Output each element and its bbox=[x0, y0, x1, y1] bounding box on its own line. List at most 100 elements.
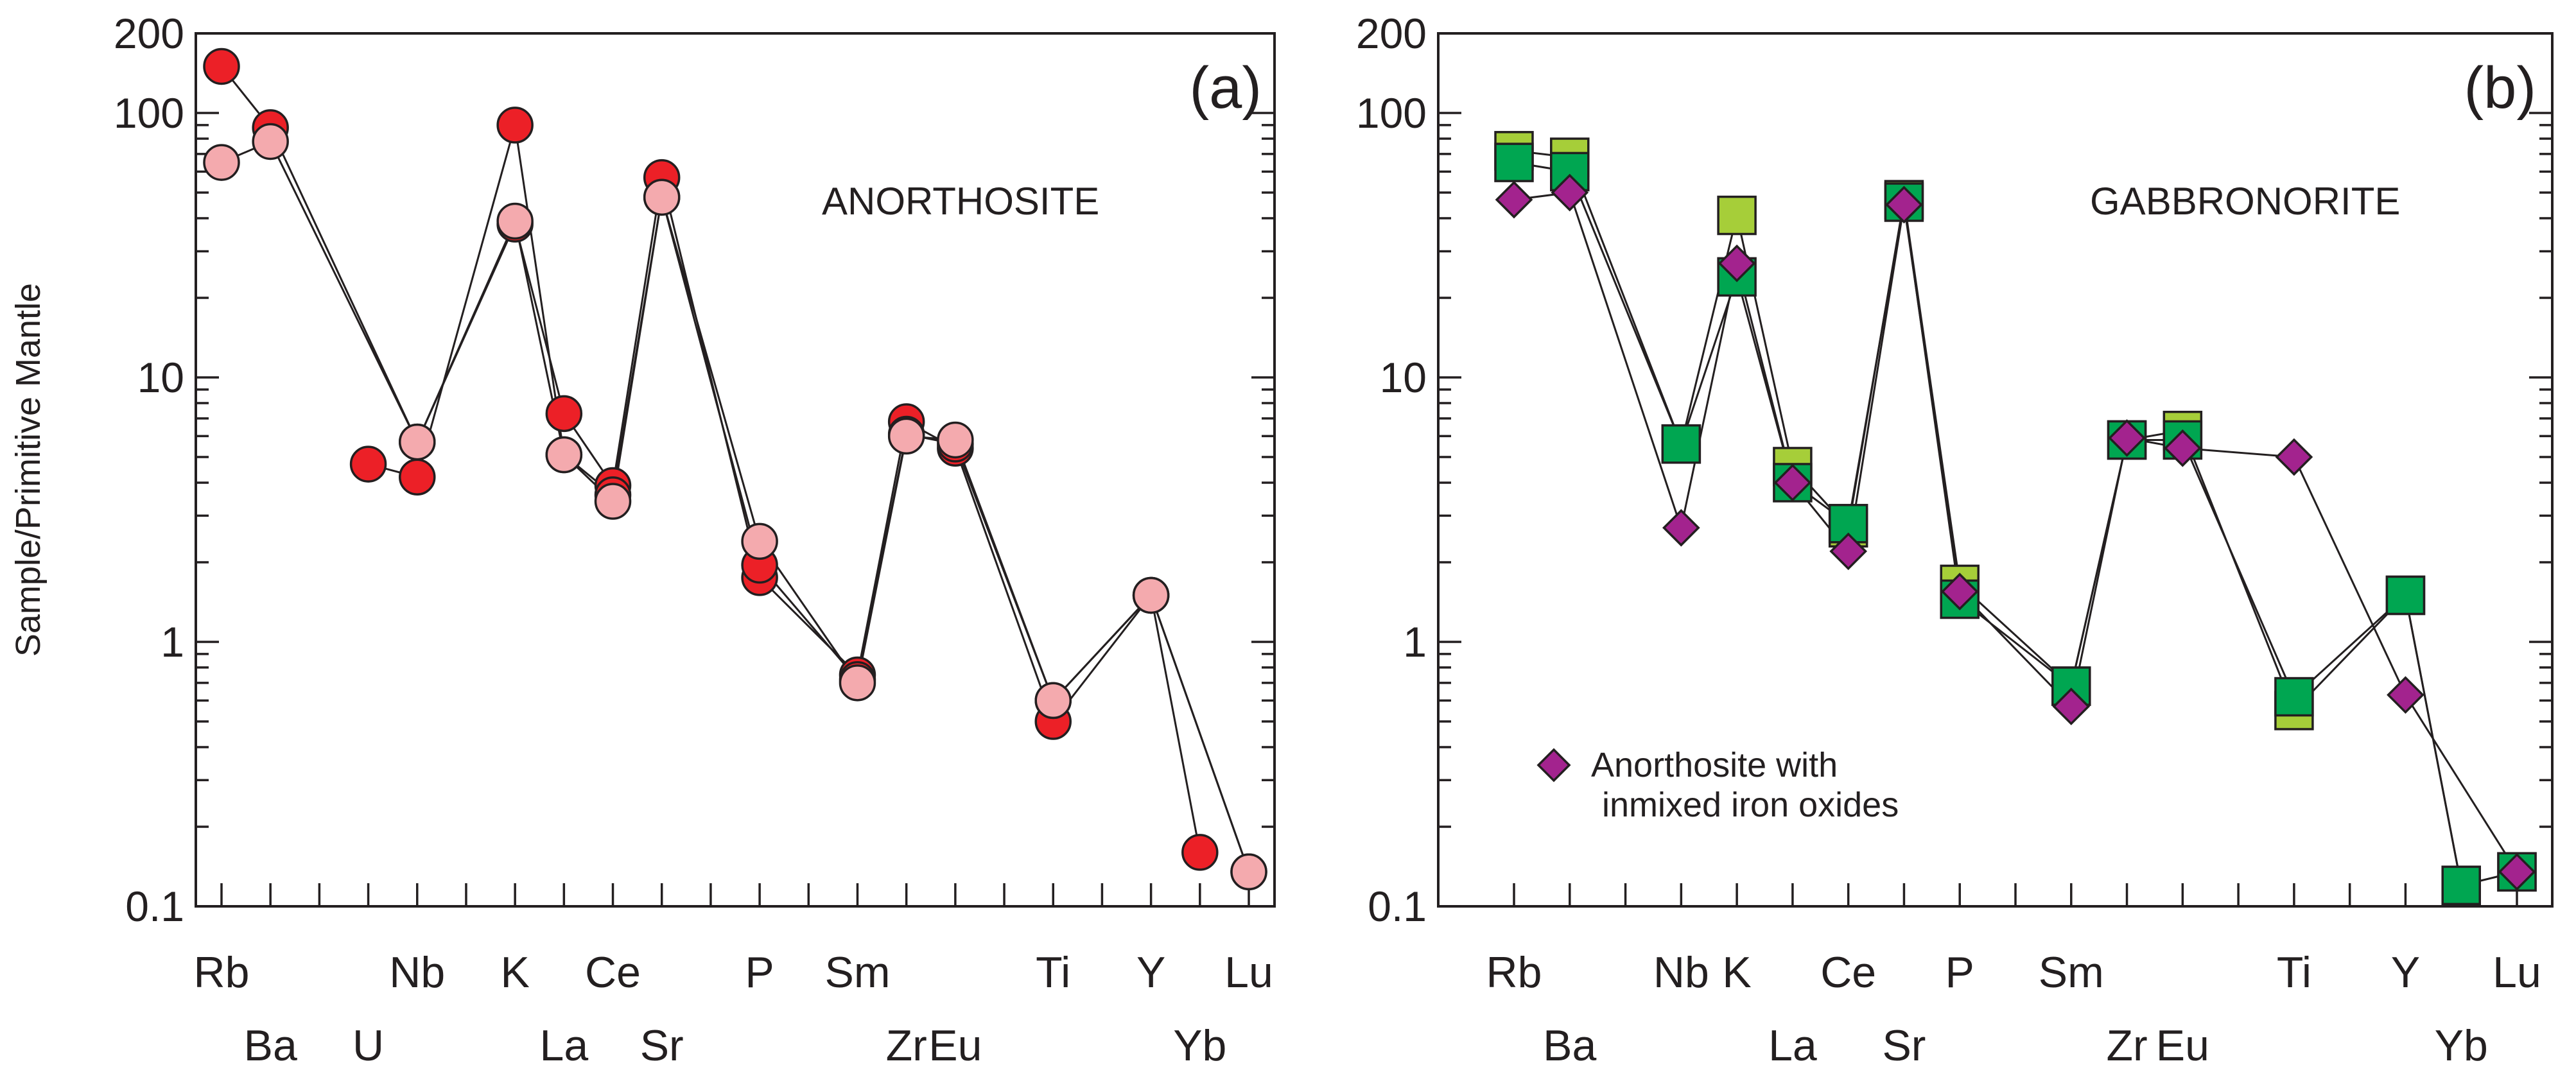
x-category-label-k: K bbox=[1722, 948, 1751, 997]
data-point-anorthosite-with-iron-oxides-lu bbox=[2498, 852, 2536, 891]
x-category-label-nb: Nb bbox=[389, 948, 445, 997]
data-point-anorthosite-2-k bbox=[496, 107, 534, 144]
data-point-anorthosite-3-y bbox=[1132, 576, 1170, 614]
x-category-label-sm: Sm bbox=[2039, 948, 2104, 997]
data-point-gabbronorite-1-k bbox=[1717, 195, 1757, 236]
panel-a-data-points bbox=[203, 47, 1267, 891]
x-category-label-ba: Ba bbox=[244, 1021, 297, 1070]
x-category-label-y: Y bbox=[2391, 948, 2420, 997]
data-point-anorthosite-3-k bbox=[496, 202, 534, 240]
y-tick-label: 100 bbox=[1356, 89, 1427, 137]
y-tick-label: 200 bbox=[1356, 10, 1427, 57]
data-point-anorthosite-1-la bbox=[545, 395, 583, 433]
series-line-anorthosite-with-iron-oxides bbox=[1513, 191, 2518, 873]
x-category-label-p: P bbox=[1945, 948, 1974, 997]
legend-label-line1: Anorthosite with bbox=[1591, 746, 1838, 784]
data-point-anorthosite-3-ce bbox=[594, 483, 632, 520]
x-category-label-yb: Yb bbox=[2435, 1021, 2488, 1070]
legend: Anorthosite with inmixed iron oxides bbox=[1536, 746, 1899, 824]
data-point-gabbronorite-2-rb bbox=[1494, 142, 1534, 182]
x-category-label-sr: Sr bbox=[1882, 1021, 1926, 1070]
data-point-anorthosite-3-ba bbox=[252, 123, 289, 160]
y-tick-label: 10 bbox=[137, 354, 184, 401]
x-category-label-ti: Ti bbox=[2277, 948, 2311, 997]
legend-diamond-marker bbox=[1536, 748, 1571, 782]
x-category-label-eu: Eu bbox=[2156, 1021, 2209, 1070]
data-point-anorthosite-3-lu bbox=[1230, 853, 1267, 891]
data-point-anorthosite-2-nb bbox=[399, 458, 436, 496]
x-category-label-zr: Zr bbox=[886, 1021, 927, 1070]
data-point-anorthosite-1-yb bbox=[1181, 834, 1219, 871]
y-axis-label: Sample/Primitive Mantle bbox=[9, 283, 48, 657]
data-point-anorthosite-1-rb bbox=[203, 47, 240, 85]
x-category-label-ti: Ti bbox=[1036, 948, 1070, 997]
panel-a-frame bbox=[195, 32, 1276, 908]
x-category-label-k: K bbox=[500, 948, 529, 997]
data-point-anorthosite-with-iron-oxides-zr bbox=[2108, 419, 2146, 457]
data-point-anorthosite-with-iron-oxides-sm bbox=[2052, 687, 2091, 725]
panel-a-x-ticks: Rb Ba UNb KLa Ce Sr P Sm Zr Eu Ti YYb Lu bbox=[194, 883, 1273, 1070]
data-point-anorthosite-3-sm bbox=[839, 664, 876, 702]
data-point-gabbronorite-2-ti bbox=[2274, 677, 2314, 717]
data-point-anorthosite-2-u bbox=[349, 445, 387, 483]
data-point-anorthosite-with-iron-oxides-eu bbox=[2163, 429, 2202, 467]
x-category-label-lu: Lu bbox=[2493, 948, 2541, 997]
x-category-label-sr: Sr bbox=[640, 1021, 684, 1070]
data-point-anorthosite-3-nb bbox=[399, 423, 436, 461]
y-tick-label: 0.1 bbox=[125, 883, 184, 930]
y-tick-label: 200 bbox=[114, 10, 184, 57]
x-category-label-la: La bbox=[1768, 1021, 1817, 1070]
y-tick-label: 0.1 bbox=[1368, 883, 1427, 930]
data-point-anorthosite-with-iron-oxides-ce bbox=[1829, 532, 1868, 571]
x-category-label-rb: Rb bbox=[1486, 948, 1542, 997]
panel-b-title: GABBRONORITE bbox=[2090, 180, 2400, 223]
data-point-anorthosite-with-iron-oxides-y bbox=[2387, 676, 2424, 714]
series-line-anorthosite-2 bbox=[368, 125, 1250, 872]
data-point-anorthosite-3-zr bbox=[887, 417, 925, 455]
x-category-label-nb: Nb bbox=[1653, 948, 1709, 997]
x-category-label-lu: Lu bbox=[1224, 948, 1273, 997]
data-point-anorthosite-with-iron-oxides-ba bbox=[1551, 173, 1589, 212]
x-category-label-ce: Ce bbox=[1820, 948, 1876, 997]
data-point-anorthosite-with-iron-oxides-rb bbox=[1495, 180, 1533, 219]
y-tick-label: 100 bbox=[114, 89, 184, 137]
x-category-label-u: U bbox=[352, 1021, 384, 1070]
legend-label-line2: inmixed iron oxides bbox=[1602, 786, 1899, 824]
data-point-anorthosite-with-iron-oxides-ti bbox=[2275, 438, 2313, 476]
panel-a-anorthosite: (a) ANORTHOSITE 200 100 10 1 0.1 Rb Ba UNb KLa C… bbox=[114, 10, 1276, 1070]
x-category-label-yb: Yb bbox=[1173, 1021, 1226, 1070]
y-tick-label: 1 bbox=[161, 618, 184, 666]
x-category-label-ba: Ba bbox=[1543, 1021, 1596, 1070]
data-point-anorthosite-3-rb bbox=[203, 144, 240, 181]
data-point-anorthosite-with-iron-oxides-p bbox=[1940, 573, 1979, 610]
x-category-label-p: P bbox=[745, 948, 774, 997]
x-category-label-rb: Rb bbox=[194, 948, 250, 997]
x-category-label-y: Y bbox=[1136, 948, 1165, 997]
series-line-anorthosite-3 bbox=[221, 140, 1250, 872]
data-point-anorthosite-3-ti bbox=[1034, 682, 1072, 720]
panel-a-y-ticks: 200 100 10 1 0.1 bbox=[114, 10, 1275, 930]
data-point-anorthosite-3-eu bbox=[937, 421, 974, 459]
y-tick-label: 1 bbox=[1403, 618, 1427, 666]
data-point-gabbronorite-2-yb bbox=[2441, 865, 2481, 906]
data-point-anorthosite-3-sr bbox=[643, 178, 681, 216]
x-category-label-ce: Ce bbox=[585, 948, 641, 997]
y-tick-label: 10 bbox=[1380, 354, 1427, 401]
x-category-label-zr: Zr bbox=[2106, 1021, 2147, 1070]
data-point-gabbronorite-2-y bbox=[2385, 575, 2426, 616]
panel-a-title: ANORTHOSITE bbox=[822, 180, 1099, 223]
data-point-anorthosite-with-iron-oxides-k bbox=[1718, 244, 1756, 282]
panel-b-y-ticks: 200 100 10 1 0.1 bbox=[1356, 10, 2552, 930]
data-point-gabbronorite-2-nb bbox=[1661, 424, 1701, 464]
data-point-anorthosite-with-iron-oxides-sr bbox=[1885, 186, 1923, 224]
data-point-anorthosite-with-iron-oxides-la bbox=[1773, 463, 1812, 502]
panel-b-data-points bbox=[1494, 131, 2537, 906]
x-category-label-eu: Eu bbox=[928, 1021, 982, 1070]
data-point-anorthosite-3-p bbox=[741, 522, 778, 560]
data-point-anorthosite-with-iron-oxides-nb bbox=[1662, 508, 1700, 547]
x-category-label-la: La bbox=[540, 1021, 589, 1070]
panel-b-label: (b) bbox=[2464, 55, 2536, 121]
